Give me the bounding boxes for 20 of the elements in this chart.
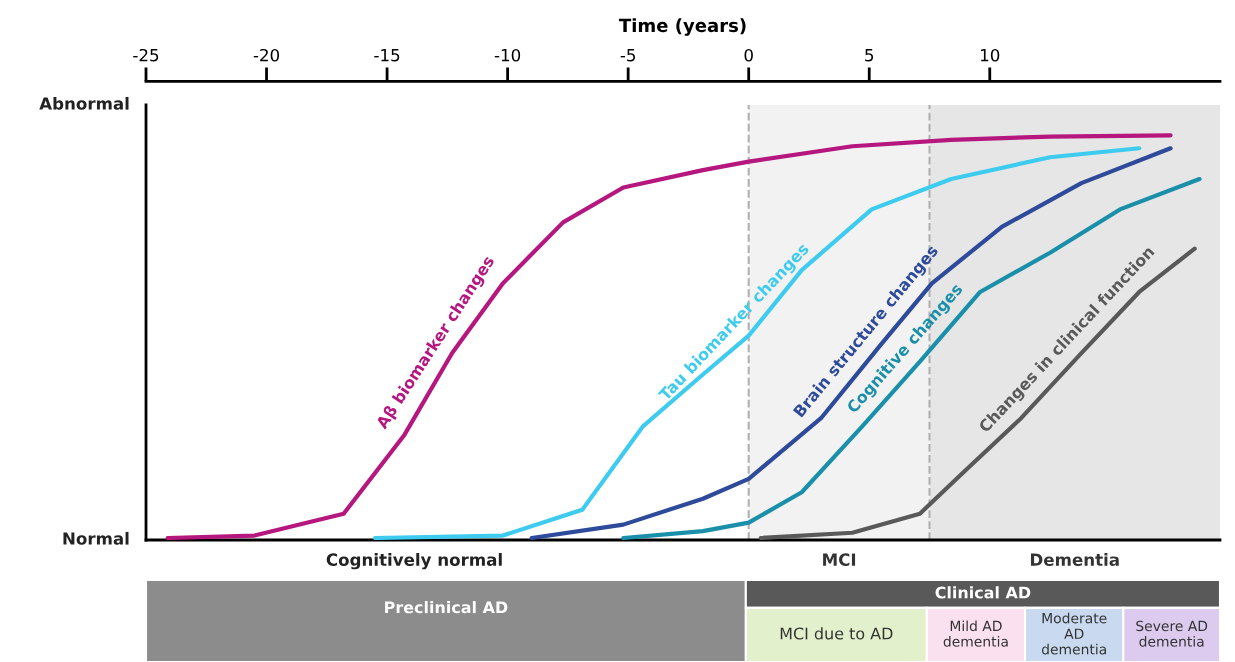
text: Clinical AD (935, 586, 1031, 599)
band-label: MCI (823, 553, 856, 566)
x-tick-label: -5 (620, 49, 636, 62)
x-tick-label: 10 (981, 48, 1000, 62)
x-tick-label: 0 (744, 48, 753, 62)
text: Normal (63, 531, 129, 545)
chart-title: Time (years) (618, 18, 746, 36)
text: Abnormal (39, 96, 129, 110)
text: Cognitively normal (326, 553, 502, 570)
band-label: Dementia (1030, 553, 1119, 566)
text: Severe AD dementia (1136, 620, 1208, 647)
text: Moderate AD dementia (1041, 612, 1107, 655)
text: Mild AD dementia (943, 620, 1008, 647)
x-tick-label: -25 (133, 48, 159, 62)
x-tick-label: -20 (253, 48, 280, 62)
x-tick-label: 5 (865, 49, 874, 62)
text: Preclinical AD (385, 600, 508, 614)
text: MCI due to AD (780, 627, 893, 640)
x-tick-label: -15 (374, 49, 400, 62)
x-tick-label: -10 (494, 48, 521, 62)
